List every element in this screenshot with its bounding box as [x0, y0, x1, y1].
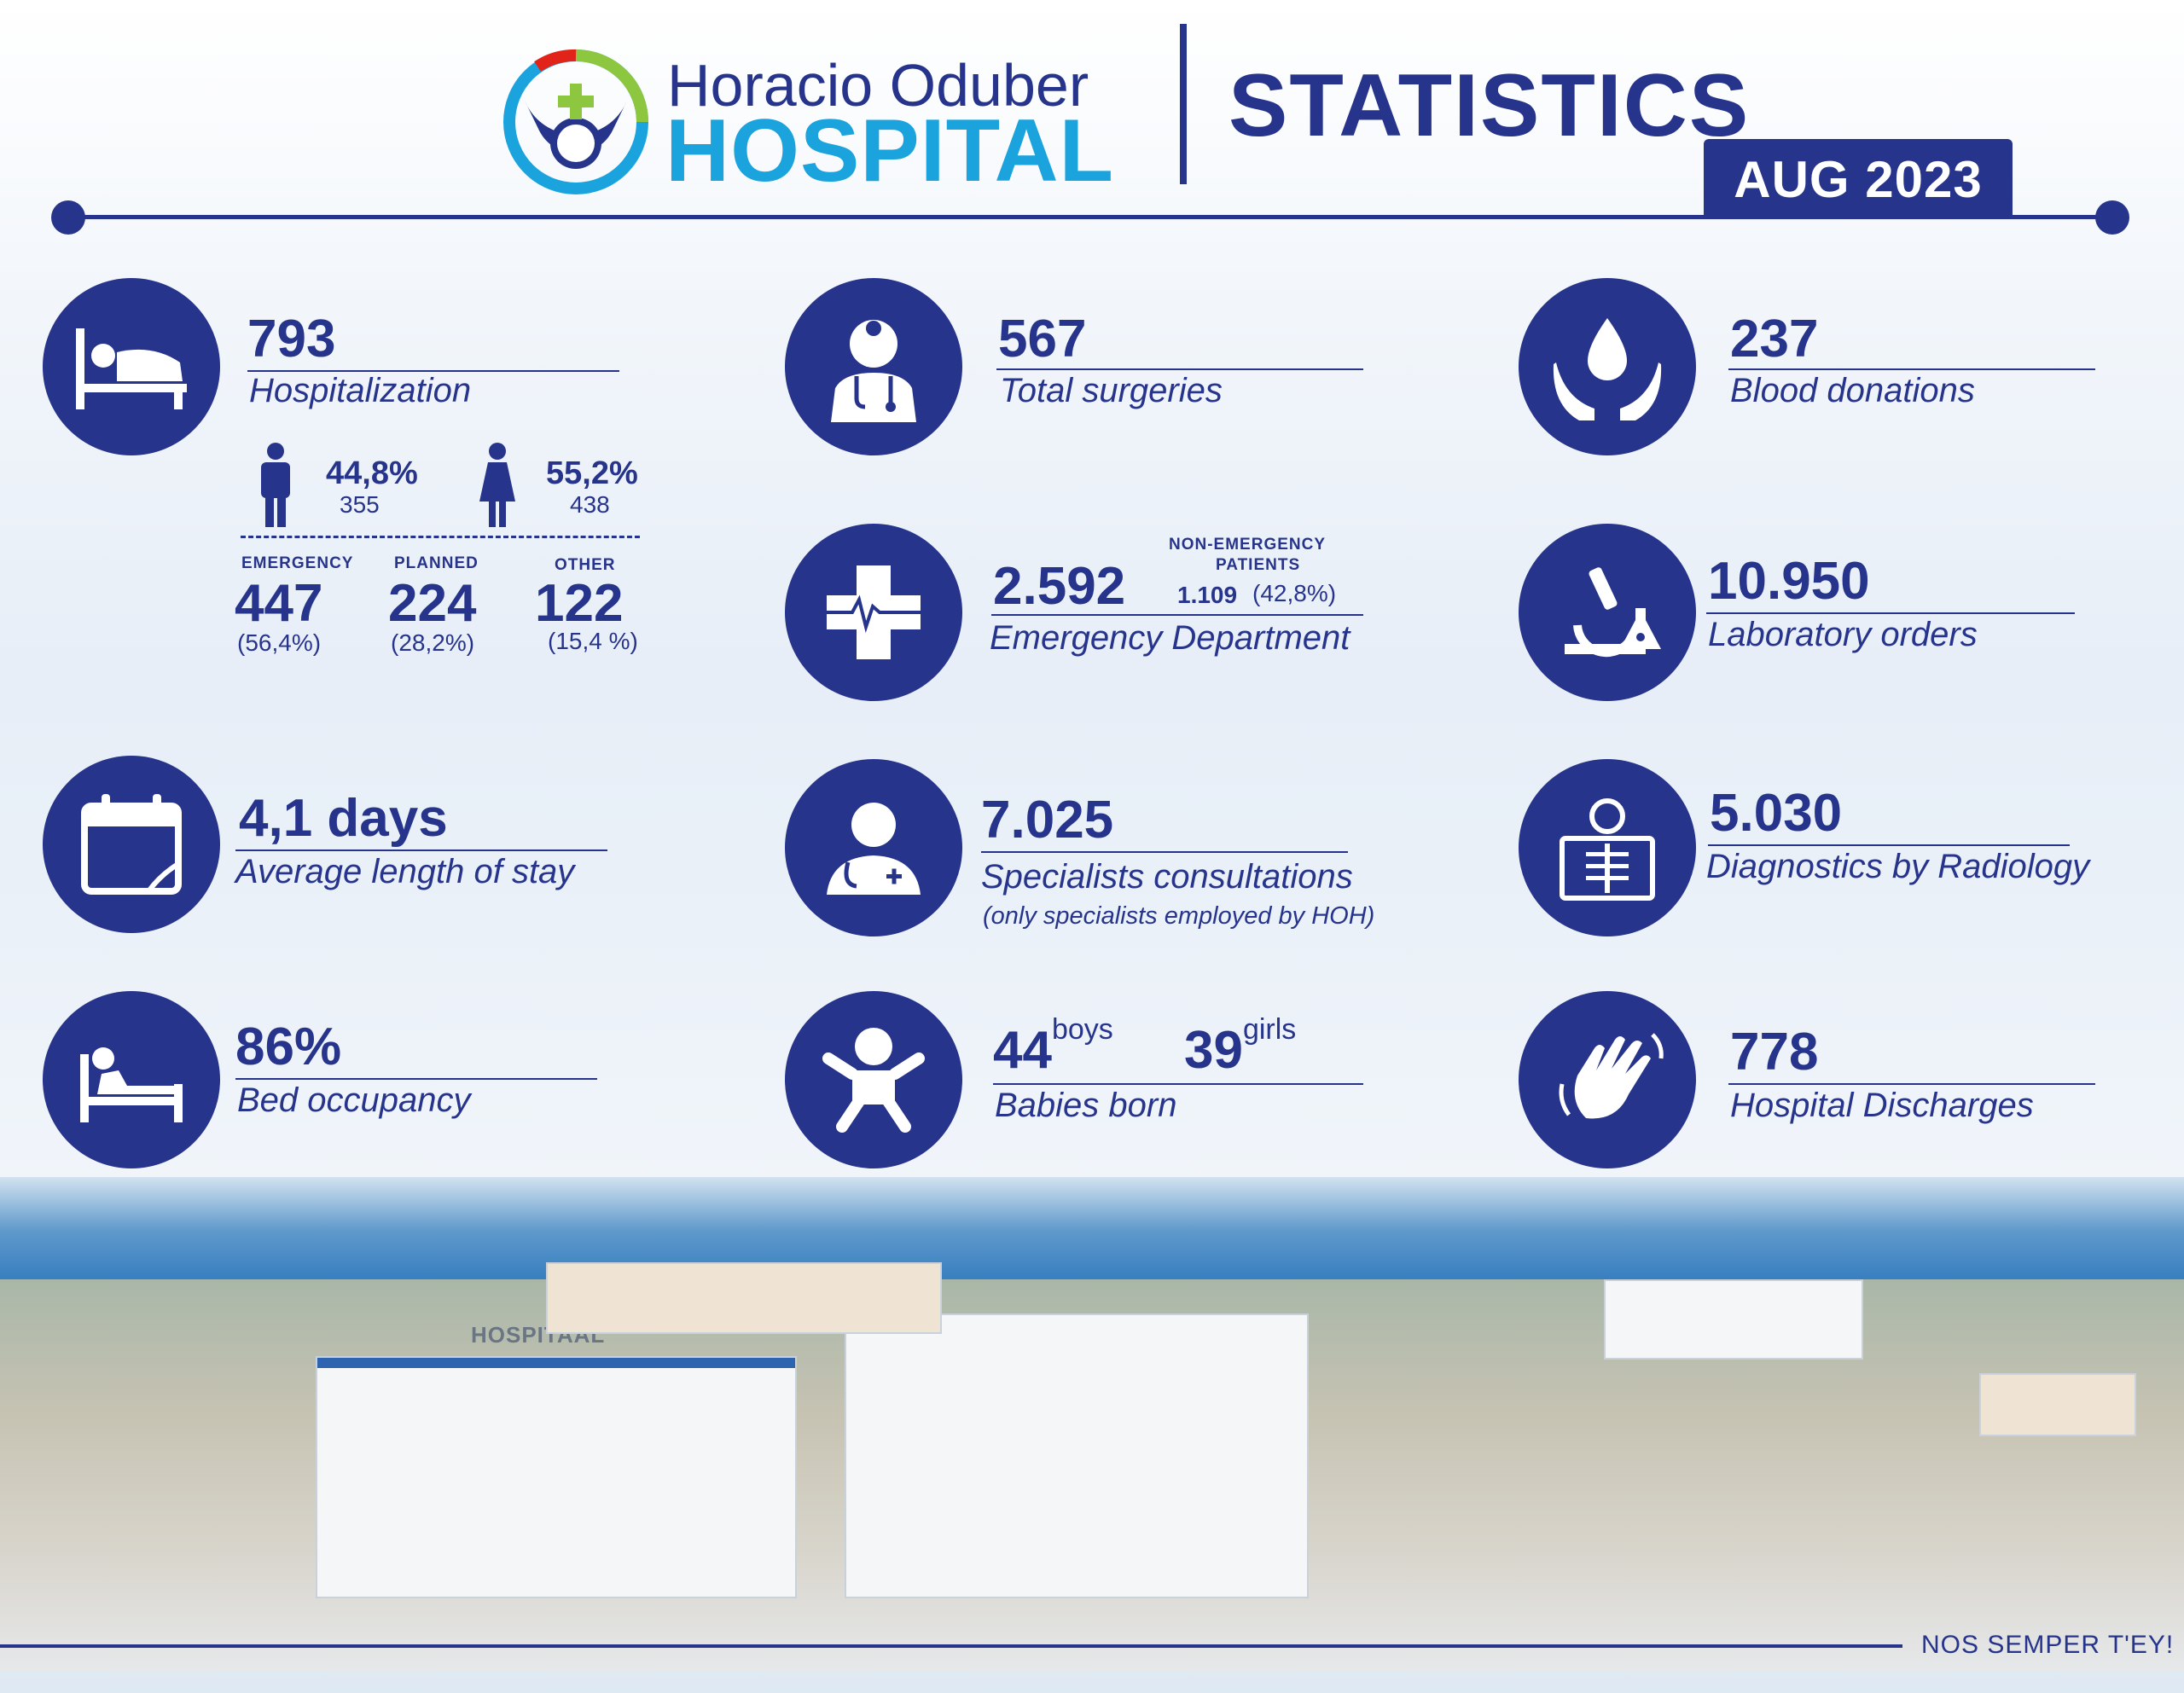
emergency-percent: (56,4%)	[237, 629, 322, 656]
rule-dot-right	[2095, 200, 2129, 235]
laboratory-label: Laboratory orders	[1708, 616, 1978, 653]
stay-rule	[235, 849, 607, 851]
nonemergency-caption-2: PATIENTS	[1216, 556, 1301, 574]
surgeries-rule	[996, 368, 1363, 370]
nonemergency-percent: (42,8%)	[1252, 580, 1337, 606]
surgeries-label: Total surgeries	[1000, 372, 1223, 409]
surgeon-icon	[785, 278, 962, 455]
female-count: 438	[570, 491, 610, 518]
footer-rule	[0, 1644, 1902, 1648]
hospital-logo	[503, 49, 648, 194]
boys-born: 44boys	[993, 1013, 1113, 1081]
header-divider	[1180, 24, 1187, 184]
other-admissions: 122	[535, 574, 624, 633]
medical-cross-icon	[785, 524, 962, 701]
calendar-icon	[43, 756, 220, 933]
hospitalization-value: 793	[247, 310, 336, 368]
occupancy-rule	[235, 1078, 597, 1080]
babies-rule	[993, 1083, 1363, 1085]
apartment-block-left	[546, 1262, 942, 1334]
surgeries-value: 567	[998, 310, 1087, 368]
hospital-low-wing: HOSPITAAL	[316, 1322, 797, 1598]
emergency-rule	[991, 614, 1363, 616]
emergency-label: Emergency Department	[990, 619, 1350, 657]
rule-dot-left	[51, 200, 85, 235]
girls-value: 39	[1184, 1021, 1243, 1080]
boys-label: boys	[1051, 1013, 1113, 1046]
discharges-value: 778	[1730, 1023, 1819, 1081]
specialists-note: (only specialists employed by HOH)	[983, 902, 1375, 930]
baby-icon	[785, 991, 962, 1168]
brand-name: Horacio Oduber	[667, 52, 1089, 119]
stay-label: Average length of stay	[235, 853, 575, 890]
blood-drop-hands-icon	[1519, 278, 1696, 455]
blood-value: 237	[1730, 310, 1819, 368]
brand-hospital: HOSPITAL	[665, 101, 1115, 200]
hospital-tower	[845, 1313, 1309, 1598]
specialists-value: 7.025	[981, 791, 1114, 849]
female-icon	[479, 443, 515, 527]
apartment-block-far	[1979, 1373, 2136, 1436]
gender-divider	[241, 536, 640, 538]
patient-bed-icon	[43, 991, 220, 1168]
radiology-value: 5.030	[1710, 784, 1843, 843]
male-icon	[261, 443, 290, 527]
emergency-value: 2.592	[993, 557, 1126, 616]
boys-value: 44	[993, 1021, 1052, 1080]
specialists-rule	[981, 851, 1348, 853]
emergency-caption: EMERGENCY	[241, 554, 354, 572]
nonemergency-value: 1.109	[1177, 582, 1238, 608]
xray-icon	[1519, 759, 1696, 936]
hospital-bed-icon	[43, 278, 220, 455]
radiology-label: Diagnostics by Radiology	[1706, 848, 2090, 885]
planned-admissions: 224	[388, 574, 477, 633]
apartment-block-right	[1604, 1279, 1863, 1360]
radiology-rule	[1708, 844, 2070, 846]
footer-motto: NOS SEMPER T'EY!	[1921, 1631, 2175, 1659]
specialists-label: Specialists consultations	[981, 858, 1353, 896]
girls-born: 39girls	[1184, 1013, 1296, 1081]
other-percent: (15,4 %)	[548, 628, 638, 654]
waving-hand-icon	[1519, 991, 1696, 1168]
occupancy-label: Bed occupancy	[237, 1081, 471, 1119]
laboratory-rule	[1706, 612, 2075, 614]
discharges-rule	[1728, 1083, 2095, 1085]
laboratory-value: 10.950	[1708, 552, 1870, 611]
male-percent: 44,8%	[326, 455, 418, 491]
blood-label: Blood donations	[1730, 372, 1975, 409]
page-title: STATISTICS	[1228, 56, 1751, 155]
header-rule	[68, 215, 2111, 219]
blood-rule	[1728, 368, 2095, 370]
discharges-label: Hospital Discharges	[1730, 1087, 2034, 1124]
occupancy-value: 86%	[235, 1018, 342, 1076]
girls-label: girls	[1242, 1013, 1297, 1046]
planned-percent: (28,2%)	[391, 629, 475, 656]
nonemergency-caption-1: NON-EMERGENCY	[1169, 536, 1327, 554]
male-count: 355	[340, 491, 380, 518]
babies-label: Babies born	[995, 1087, 1177, 1124]
hospitalization-rule	[247, 370, 619, 372]
female-percent: 55,2%	[546, 455, 638, 491]
planned-caption: PLANNED	[394, 554, 479, 572]
emergency-admissions: 447	[235, 574, 323, 633]
period-badge: AUG 2023	[1704, 139, 2013, 219]
stay-value: 4,1 days	[239, 789, 448, 848]
other-caption: OTHER	[555, 556, 616, 574]
microscope-icon	[1519, 524, 1696, 701]
doctor-icon	[785, 759, 962, 936]
hospitalization-label: Hospitalization	[249, 372, 472, 409]
